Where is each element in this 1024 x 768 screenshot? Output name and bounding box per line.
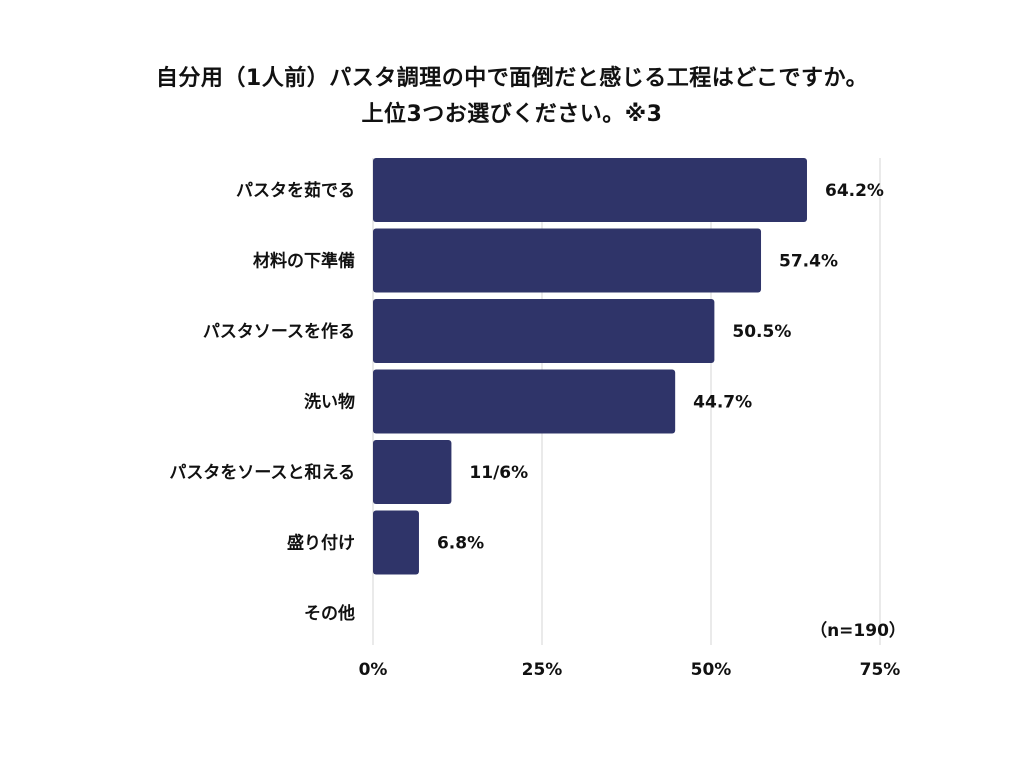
sample-size-note: （n=190） <box>810 620 906 641</box>
category-label: 洗い物 <box>304 392 355 413</box>
x-tick-label: 75% <box>860 660 901 680</box>
category-label: パスタをソースと和える <box>169 463 355 483</box>
data-label: 11/6% <box>469 463 528 483</box>
bar <box>373 369 676 434</box>
category-label: 盛り付け <box>287 533 355 554</box>
x-tick-label: 25% <box>522 660 563 680</box>
x-tick-label: 50% <box>691 660 732 680</box>
bar <box>373 158 807 222</box>
data-label: 50.5% <box>732 322 791 342</box>
x-tick-label: 0% <box>359 660 388 680</box>
data-label: 6.8% <box>437 534 484 554</box>
bar <box>373 510 419 575</box>
data-label: 57.4% <box>779 252 838 272</box>
category-label: パスタソースを作る <box>203 321 355 342</box>
chart-title-line-2: 上位3つお選びください。※3 <box>361 102 663 127</box>
bar <box>373 228 762 293</box>
category-label: その他 <box>304 603 355 624</box>
data-label: 44.7% <box>693 393 752 413</box>
bar <box>373 440 452 504</box>
chart-title-line-1: 自分用（1人前）パスタ調理の中で面倒だと感じる工程はどこですか。 <box>155 66 869 91</box>
bar <box>373 299 715 363</box>
data-label: 64.2% <box>825 181 884 201</box>
category-label: 材料の下準備 <box>253 251 355 272</box>
category-label: パスタを茹でる <box>236 180 355 201</box>
